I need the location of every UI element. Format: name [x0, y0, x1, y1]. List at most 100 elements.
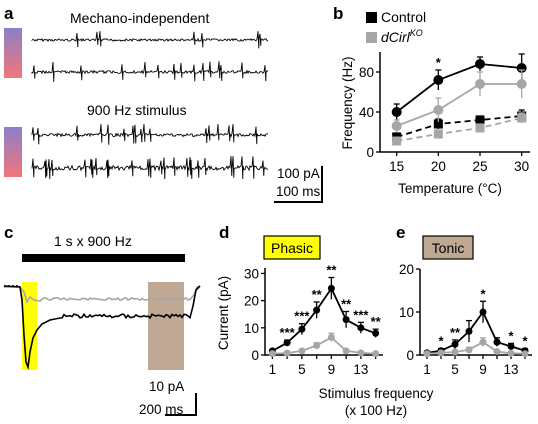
significance-marker: * — [522, 334, 528, 349]
panel-a-title-bottom: 900 Hz stimulus — [87, 102, 187, 118]
stimulus-bar — [22, 254, 185, 262]
ko-current-trace — [4, 285, 201, 304]
data-point — [357, 349, 365, 357]
phasic-box-label: Phasic — [271, 240, 313, 256]
panel-c-scale-time: 200 ms — [139, 402, 184, 417]
data-point — [357, 324, 365, 332]
data-point — [327, 333, 335, 341]
significance-marker: ** — [450, 325, 461, 340]
legend-ko-swatch — [366, 32, 377, 43]
x-tick-label: 25 — [472, 159, 487, 174]
data-point — [475, 79, 485, 89]
data-point — [475, 115, 485, 125]
data-point — [451, 348, 459, 356]
panel-c-scale-current: 10 pA — [149, 379, 184, 394]
y-tick-label: 80 — [359, 65, 374, 80]
spike-trace — [31, 61, 269, 83]
data-point — [475, 123, 485, 133]
x-tick-label: 5 — [451, 362, 459, 377]
panel-d-ylabel: Current (pA) — [216, 276, 231, 350]
x-tick-label: 9 — [479, 362, 487, 377]
series-line — [396, 115, 522, 138]
panel-c-scale-bar — [165, 393, 197, 416]
panel-a-scale-bar — [274, 166, 323, 203]
series-line — [396, 117, 522, 142]
x-tick-label: 1 — [423, 362, 431, 377]
legend-control-label: Control — [381, 9, 426, 25]
data-point — [298, 347, 306, 355]
data-point — [283, 339, 291, 347]
panel-b: b Control dCirlKO Frequency (Hz) Tempera… — [333, 4, 530, 196]
significance-marker: *** — [294, 309, 310, 324]
x-tick-label: 20 — [431, 159, 446, 174]
data-point — [342, 316, 350, 324]
data-point — [268, 350, 276, 358]
data-point — [465, 327, 473, 335]
panel-a-label: a — [4, 4, 14, 23]
data-point — [433, 105, 444, 115]
stimulus-gradient-top — [4, 28, 22, 78]
significance-marker: * — [480, 286, 486, 301]
data-point — [437, 349, 445, 357]
tonic-box — [422, 235, 474, 260]
y-tick-label: 20 — [399, 262, 414, 277]
data-point — [391, 107, 402, 117]
panel-e-label: e — [396, 223, 405, 242]
x-tick-label: 9 — [328, 362, 336, 377]
stimulus-gradient-bottom — [4, 127, 22, 177]
control-current-trace — [3, 285, 201, 371]
significance-marker: ** — [341, 297, 352, 312]
panel-b-xlabel: Temperature (°C) — [398, 181, 502, 196]
data-point — [516, 79, 527, 89]
y-tick-label: 10 — [399, 305, 414, 320]
y-tick-label: 20 — [244, 294, 259, 309]
y-tick-label: 0 — [366, 145, 374, 160]
significance-marker: *** — [280, 325, 296, 340]
data-point — [313, 341, 321, 349]
series-line — [396, 63, 522, 113]
data-point — [479, 338, 487, 346]
y-tick-label: 30 — [244, 266, 259, 281]
data-point — [493, 338, 501, 346]
panel-a-title-top: Mechano-independent — [70, 10, 209, 26]
frequency-xlabel-line2: (x 100 Hz) — [345, 403, 407, 418]
data-point — [298, 325, 306, 333]
significance-marker: ** — [326, 263, 337, 278]
x-tick-label: 5 — [298, 362, 306, 377]
panel-b-chart: 0 40 80 15 20 25 30 * — [359, 52, 530, 174]
tonic-box-label: Tonic — [432, 240, 465, 256]
y-tick-label: 0 — [251, 348, 259, 363]
y-tick-label: 0 — [406, 348, 414, 363]
y-tick-label: 40 — [359, 105, 374, 120]
data-point — [423, 350, 431, 358]
current-traces — [3, 285, 201, 371]
data-point — [433, 75, 444, 85]
phasic-box — [263, 235, 321, 260]
panel-d-label: d — [219, 223, 229, 242]
panel-a-scale-time: 100 ms — [276, 184, 321, 199]
x-tick-label: 30 — [514, 159, 529, 174]
data-point — [372, 350, 380, 358]
panel-b-label: b — [333, 4, 343, 23]
significance-marker: * — [436, 55, 442, 70]
spike-trace — [31, 156, 269, 180]
panel-c-stim-label: 1 s x 900 Hz — [54, 233, 132, 249]
data-point — [521, 350, 529, 358]
data-point — [507, 349, 515, 357]
data-point — [475, 59, 485, 69]
x-tick-label: 13 — [503, 362, 518, 377]
axes — [419, 269, 532, 356]
data-point — [391, 121, 402, 131]
data-point — [327, 284, 335, 292]
data-point — [433, 119, 443, 129]
data-point — [479, 308, 487, 316]
spike-trace — [31, 123, 269, 145]
significance-marker: * — [508, 328, 514, 343]
panel-c-label: c — [4, 223, 13, 242]
panel-b-ylabel: Frequency (Hz) — [340, 56, 355, 149]
